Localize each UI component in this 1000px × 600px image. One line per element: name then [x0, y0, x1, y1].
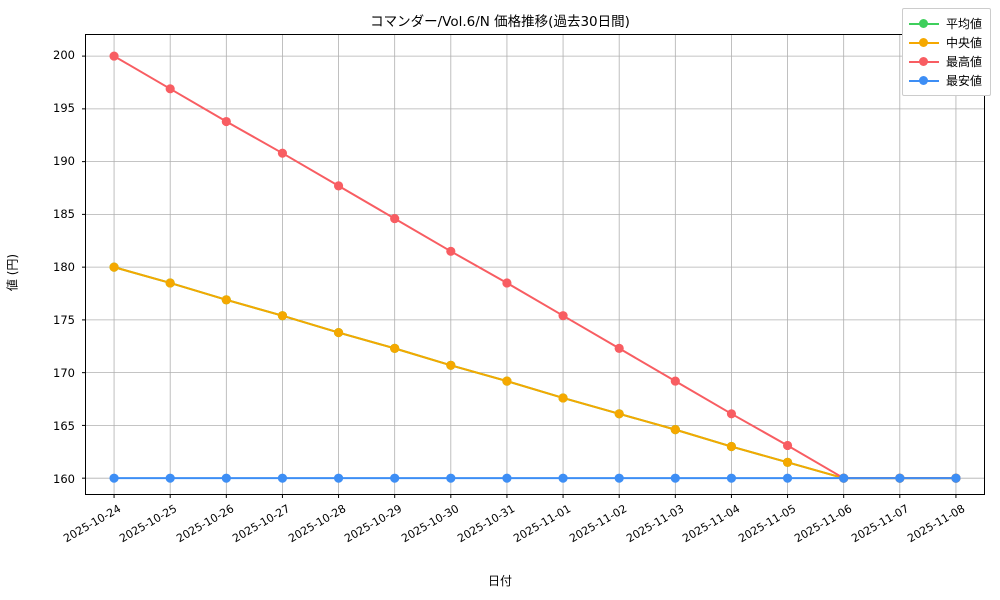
- x-tick-label: 2025-10-27: [230, 502, 293, 546]
- y-tick-label: 195: [53, 101, 75, 116]
- series-平均値: [109, 262, 961, 483]
- x-tick-label: 2025-10-30: [398, 502, 461, 546]
- data-point: [614, 409, 624, 419]
- chart-title: コマンダー/Vol.6/N 価格推移(過去30日間): [370, 14, 630, 30]
- y-tick-label: 160: [53, 472, 75, 487]
- y-tick-label: 170: [53, 366, 75, 381]
- data-point: [670, 425, 680, 435]
- x-tick-label: 2025-11-06: [792, 502, 855, 546]
- data-point: [502, 376, 512, 386]
- data-point: [390, 343, 400, 353]
- data-point: [839, 473, 849, 483]
- data-point: [895, 473, 905, 483]
- legend-marker-icon: [908, 74, 939, 88]
- legend-item[interactable]: 中央値: [908, 33, 982, 52]
- x-tick-label: 2025-10-31: [455, 502, 518, 546]
- x-tick-label: 2025-11-04: [680, 502, 743, 546]
- chart-series-layer: [109, 51, 961, 483]
- data-point: [109, 262, 119, 272]
- legend-marker-icon: [908, 36, 939, 50]
- data-point: [221, 116, 231, 127]
- y-tick-label: 165: [53, 419, 75, 434]
- data-point: [782, 457, 793, 467]
- data-point: [446, 360, 456, 370]
- x-axis-label: 日付: [487, 574, 512, 588]
- data-point: [951, 473, 961, 483]
- data-point: [558, 473, 568, 483]
- x-tick-label: 2025-10-25: [117, 502, 180, 546]
- legend-marker-icon: [908, 55, 939, 69]
- legend-label: 最安値: [945, 74, 982, 88]
- plot-area: [82, 34, 985, 498]
- data-point: [221, 473, 231, 483]
- legend-item[interactable]: 最安値: [908, 71, 982, 90]
- data-point: [165, 473, 175, 483]
- x-tick-label: 2025-10-29: [342, 502, 405, 546]
- x-tick-label: 2025-10-28: [286, 502, 349, 546]
- data-point: [782, 473, 793, 483]
- series-最高値: [109, 51, 961, 483]
- series-中央値: [109, 262, 961, 483]
- data-point: [390, 214, 400, 224]
- data-point: [726, 473, 737, 483]
- data-point: [614, 343, 624, 353]
- y-tick-label: 190: [53, 154, 75, 169]
- data-point: [165, 278, 175, 288]
- data-point: [670, 376, 680, 386]
- data-point: [782, 440, 793, 451]
- x-tick-label: 2025-11-08: [905, 502, 968, 546]
- x-tick-label: 2025-11-07: [848, 502, 911, 546]
- data-point: [502, 473, 512, 483]
- data-point: [277, 148, 288, 158]
- data-point: [558, 311, 568, 321]
- x-tick-label: 2025-11-05: [736, 502, 799, 546]
- data-point: [446, 246, 456, 256]
- data-point: [277, 311, 288, 321]
- data-point: [333, 473, 344, 483]
- legend-label: 平均値: [945, 17, 982, 31]
- legend-label: 中央値: [945, 36, 982, 50]
- data-point: [333, 327, 344, 338]
- data-point: [165, 84, 175, 94]
- x-tick-label: 2025-10-24: [61, 502, 124, 546]
- data-point: [726, 409, 737, 419]
- data-point: [558, 393, 568, 403]
- data-point: [277, 473, 288, 483]
- data-point: [670, 473, 680, 483]
- x-tick-label: 2025-11-03: [623, 502, 686, 546]
- legend-item[interactable]: 平均値: [908, 14, 982, 33]
- legend-marker-icon: [908, 17, 939, 31]
- data-point: [614, 473, 624, 483]
- y-axis-label: 値 (円): [5, 253, 20, 292]
- data-point: [446, 473, 456, 483]
- data-point: [726, 441, 737, 452]
- data-point: [109, 473, 119, 483]
- data-point: [390, 473, 400, 483]
- x-tick-label: 2025-11-02: [567, 502, 630, 546]
- legend-item[interactable]: 最高値: [908, 52, 982, 71]
- x-tick-label: 2025-11-01: [511, 502, 574, 546]
- legend-label: 最高値: [945, 55, 982, 69]
- series-最安値: [109, 473, 961, 483]
- data-point: [333, 181, 344, 191]
- data-point: [109, 51, 119, 61]
- data-point: [502, 278, 512, 288]
- y-tick-label: 200: [53, 48, 75, 63]
- data-point: [221, 295, 231, 305]
- x-tick-label: 2025-10-26: [173, 502, 236, 546]
- chart-legend: 平均値中央値最高値最安値: [901, 8, 991, 96]
